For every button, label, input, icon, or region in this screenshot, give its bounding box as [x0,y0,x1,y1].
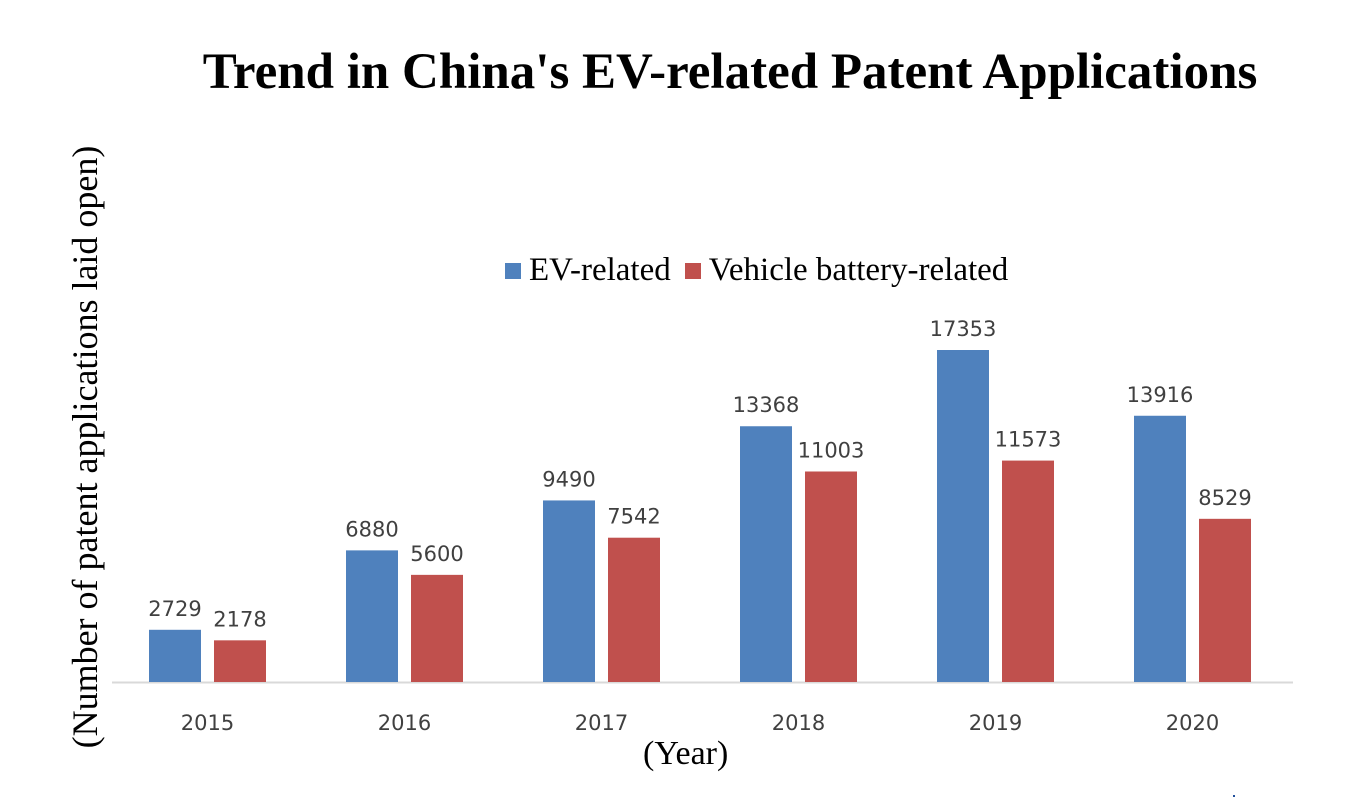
bar-ev-2020 [1134,415,1186,682]
x-tick-label-2020: 2020 [1166,711,1219,735]
x-tick-label-2018: 2018 [772,711,825,735]
data-label-battery-2018: 11003 [798,438,865,462]
legend: EV-related Vehicle battery-related [505,252,1022,289]
data-label-ev-2016: 6880 [345,517,398,541]
bar-battery-2017 [608,537,660,682]
bar-battery-2018 [805,471,857,682]
x-tick-label-2019: 2019 [969,711,1022,735]
x-axis-label: (Year) [643,735,729,772]
legend-label-battery: Vehicle battery-related [708,252,1009,288]
bar-battery-2019 [1002,460,1054,682]
data-label-battery-2015: 2178 [213,607,266,631]
legend-item-battery: Vehicle battery-related [684,252,1009,289]
legend-swatch-ev [505,262,521,279]
bar-ev-2018 [740,426,792,682]
legend-item-ev: EV-related [505,252,671,289]
x-tick-label-2015: 2015 [181,711,234,735]
data-label-ev-2015: 2729 [148,597,201,621]
data-label-ev-2018: 13368 [733,393,800,417]
data-label-battery-2017: 7542 [607,505,660,529]
data-label-ev-2019: 17353 [930,317,997,341]
x-tick-label-2017: 2017 [575,711,628,735]
legend-swatch-battery [684,262,701,279]
data-label-battery-2020: 8529 [1198,486,1251,510]
bar-ev-2015 [149,629,201,682]
bar-battery-2015 [214,640,266,682]
bar-ev-2017 [543,500,595,682]
chart-title: Trend in China's EV-related Patent Appli… [202,44,1258,100]
data-label-ev-2017: 9490 [542,467,595,491]
bar-ev-2016 [346,550,398,682]
bar-battery-2016 [411,574,463,682]
bar-ev-2019 [937,350,989,682]
data-label-battery-2016: 5600 [410,542,463,566]
data-label-battery-2019: 11573 [995,428,1062,452]
stray-mark [1233,795,1235,797]
x-tick-label-2016: 2016 [378,711,431,735]
data-label-ev-2020: 13916 [1127,383,1194,407]
legend-label-ev: EV-related [529,252,671,288]
bar-battery-2020 [1199,518,1251,682]
